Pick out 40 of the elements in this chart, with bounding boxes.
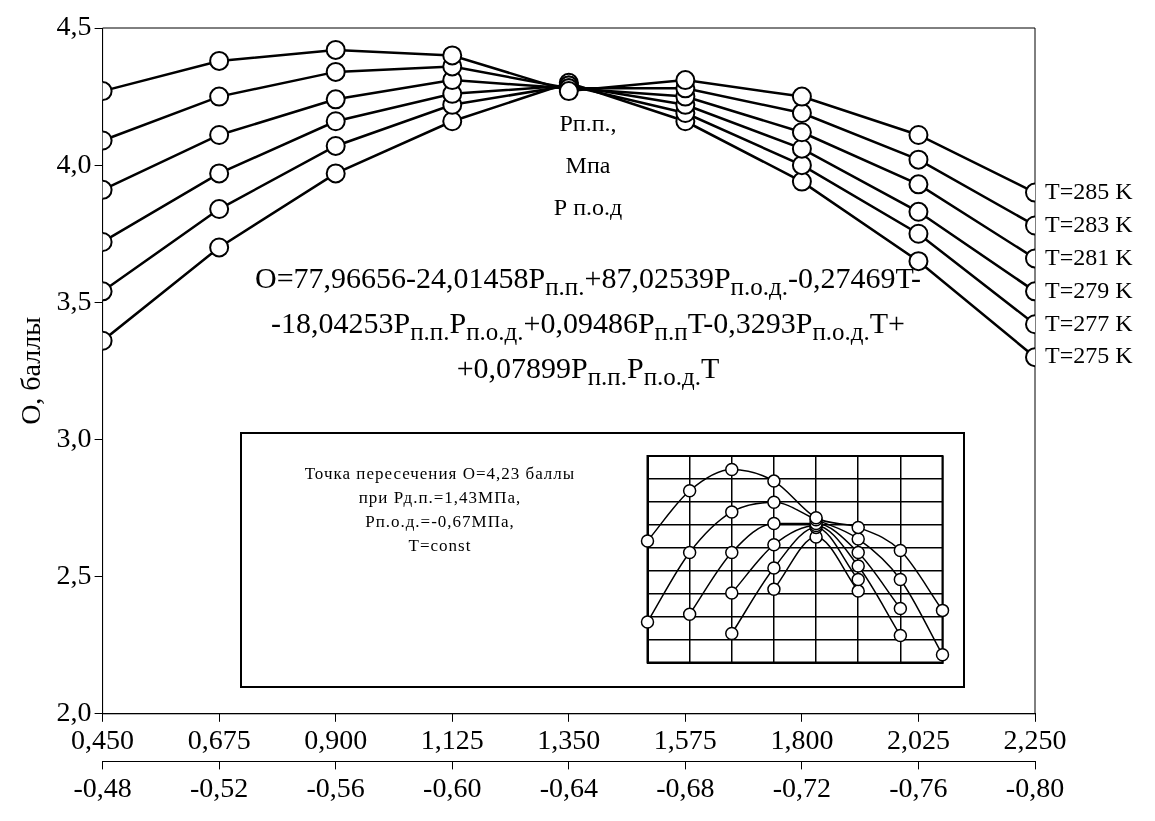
annotation: +0,07899P$_{п.п.}$P$_{п.о.д.}$T	[455, 350, 721, 392]
x2-tick-label: -0,68	[656, 771, 715, 803]
x2-tick-label: -0,76	[889, 771, 948, 803]
x2-tick-label: -0,80	[1005, 771, 1065, 803]
x-tick-label: 2,250	[1003, 723, 1067, 755]
x-tick-label: 2,025	[886, 723, 950, 755]
y-tick-label: 3,5	[56, 284, 92, 316]
x2-tick-label: -0,56	[306, 771, 365, 803]
annotation: Р п.о.д	[552, 193, 624, 222]
series-label: T=275 K	[1045, 342, 1134, 369]
series-label: T=277 K	[1045, 309, 1134, 336]
y-tick-label: 3,0	[56, 421, 92, 453]
x2-tick-label: -0,72	[772, 771, 832, 803]
x-tick-label: 1,350	[537, 723, 601, 755]
y-tick-label: 2,5	[56, 559, 92, 590]
series-label: T=279 K	[1045, 276, 1134, 303]
x-tick-label: 1,575	[653, 723, 717, 755]
y-tick-label: 4,0	[56, 147, 92, 179]
series-label: T=281 K	[1045, 243, 1134, 270]
annotation: Мпа	[564, 151, 612, 180]
annotation: Рп.о.д.=-0,67МПа,	[364, 511, 516, 533]
x-tick-label: 1,800	[770, 723, 834, 755]
annotation: T=const	[407, 535, 473, 557]
x2-tick-label: -0,64	[539, 771, 598, 803]
annotation: при Рд.п.=1,43МПа,	[357, 487, 523, 509]
annotation: Точка пересечения О=4,23 баллы	[303, 463, 577, 485]
y-tick-label: 2,0	[56, 696, 92, 728]
x2-tick-label: -0,48	[73, 771, 132, 803]
x2-tick-label: -0,52	[189, 771, 249, 803]
y-axis-title: О, баллы	[15, 316, 47, 425]
x-tick-label: 1,125	[420, 723, 484, 755]
annotation: О=77,96656-24,01458P$_{п.п.}$+87,02539P$_{п.о.д.}$-0,27469T-	[253, 260, 923, 302]
x-tick-label: 0,675	[187, 723, 251, 755]
annotation: Рп.п.,	[558, 109, 618, 138]
x-tick-label: 0,900	[304, 723, 368, 755]
text: -18,04253P$_{п.п.}$P$_{п.о.д.}$+0,09486P$_{п.п}$T-0,3293P$_{п.о.д.}$T+	[271, 306, 905, 345]
y-tick-label: 4,5	[56, 10, 92, 42]
series-label: T=285 K	[1045, 177, 1134, 204]
series-label: T=283 K	[1045, 210, 1134, 237]
x2-tick-label: -0,60	[423, 771, 482, 803]
